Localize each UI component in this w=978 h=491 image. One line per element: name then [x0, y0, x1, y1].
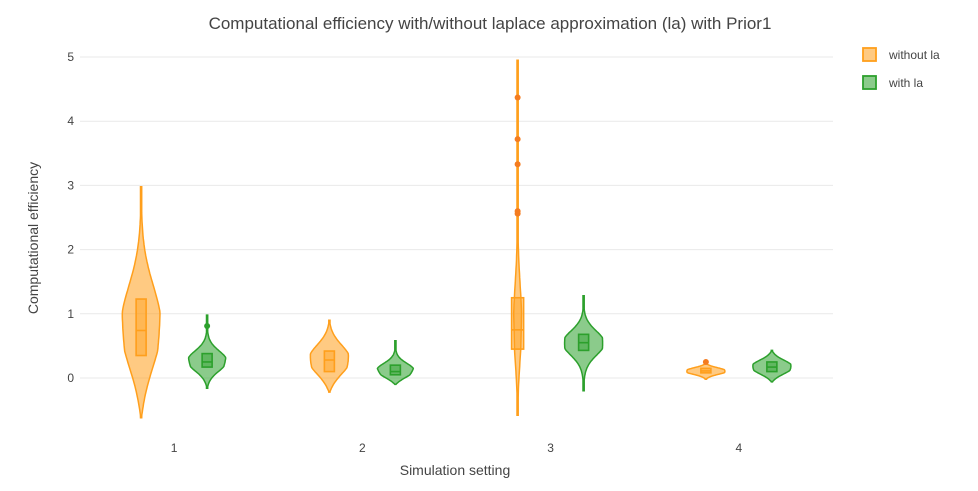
- outlier-point: [204, 322, 211, 329]
- outlier-point: [514, 136, 521, 143]
- y-tick-label: 4: [67, 114, 74, 128]
- gridlines: [80, 56, 833, 379]
- violin-box: [510, 296, 525, 350]
- plot-area: [121, 59, 792, 419]
- y-tick-label: 1: [67, 307, 74, 321]
- x-tick-label: 2: [359, 441, 366, 455]
- outlier-point: [514, 210, 521, 217]
- legend-item-without-la[interactable]: without la: [862, 47, 940, 62]
- violin-body: [752, 349, 792, 383]
- violin-body: [512, 59, 523, 416]
- chart-title: Computational efficiency with/without la…: [209, 14, 772, 33]
- violin-body: [187, 314, 227, 390]
- violin-box: [135, 298, 147, 357]
- outlier-point: [702, 358, 709, 365]
- y-tick-labels: 0 1 2 3 4 5: [67, 50, 74, 385]
- violin-with-la-2[interactable]: [376, 340, 415, 386]
- violin-without-la-1[interactable]: [121, 185, 161, 419]
- violin-with-la-4[interactable]: [752, 349, 792, 383]
- x-tick-labels: 1 2 3 4: [171, 441, 743, 455]
- x-tick-label: 1: [171, 441, 178, 455]
- violin-box: [323, 350, 336, 373]
- y-tick-label: 2: [67, 243, 74, 257]
- legend-swatch: [862, 47, 877, 62]
- violin-body: [376, 340, 415, 386]
- violin-without-la-4[interactable]: [686, 358, 726, 381]
- violin-box: [389, 364, 402, 376]
- x-tick-label: 3: [547, 441, 554, 455]
- y-axis-label: Computational efficiency: [25, 162, 41, 314]
- violin-body: [121, 185, 161, 419]
- violin-with-la-3[interactable]: [563, 295, 604, 392]
- legend-swatch: [862, 75, 877, 90]
- x-tick-label: 4: [736, 441, 743, 455]
- outlier-point: [514, 94, 521, 101]
- legend-label: without la: [888, 48, 940, 62]
- y-tick-label: 5: [67, 50, 74, 64]
- y-tick-label: 3: [67, 178, 74, 192]
- violin-without-la-2[interactable]: [309, 319, 350, 393]
- violin-with-la-1[interactable]: [187, 314, 227, 390]
- violin-body: [309, 319, 350, 393]
- legend-item-with-la[interactable]: with la: [862, 75, 923, 90]
- y-tick-label: 0: [67, 371, 74, 385]
- violin-box: [201, 352, 213, 368]
- legend-label: with la: [888, 76, 923, 90]
- outlier-point: [514, 161, 521, 168]
- x-axis-label: Simulation setting: [400, 462, 511, 478]
- violin-without-la-3[interactable]: [510, 59, 525, 416]
- legend[interactable]: without la with la: [862, 47, 940, 90]
